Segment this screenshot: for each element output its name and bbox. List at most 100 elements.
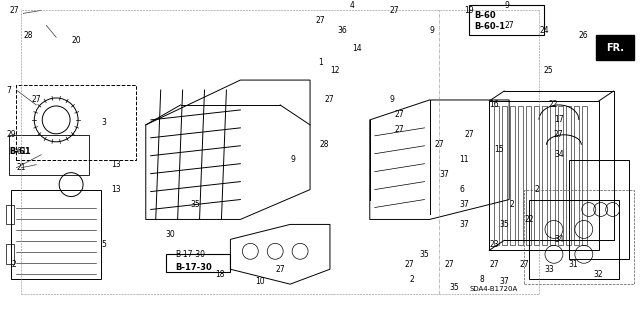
Text: 29: 29: [6, 130, 16, 139]
Text: 25: 25: [544, 66, 554, 75]
Text: 32: 32: [594, 270, 604, 279]
Text: 13: 13: [111, 185, 120, 194]
Text: 20: 20: [71, 36, 81, 45]
Bar: [10, 135, 89, 174]
Bar: [534, 106, 539, 245]
Text: 14: 14: [352, 44, 362, 53]
Text: B-61: B-61: [10, 147, 27, 156]
Text: B-17-30: B-17-30: [175, 250, 205, 259]
Text: 15: 15: [494, 145, 504, 154]
Text: 28: 28: [23, 31, 33, 40]
Text: 27: 27: [275, 265, 285, 274]
Text: 27: 27: [315, 16, 324, 25]
Text: 9: 9: [429, 26, 435, 35]
Text: 34: 34: [554, 235, 564, 244]
Bar: [494, 106, 499, 245]
Text: 12: 12: [330, 66, 339, 75]
Bar: [529, 199, 619, 279]
Bar: [12, 189, 101, 279]
Text: SDA4-B1720A: SDA4-B1720A: [469, 286, 518, 292]
Text: 22: 22: [549, 100, 559, 109]
Text: 37: 37: [460, 220, 469, 229]
Text: 2: 2: [534, 185, 539, 194]
Text: 18: 18: [216, 270, 225, 279]
Bar: [489, 101, 599, 250]
Text: 27: 27: [489, 260, 499, 269]
Text: 31: 31: [569, 260, 579, 269]
Text: 37: 37: [499, 277, 509, 286]
Bar: [569, 160, 628, 259]
Text: B-60: B-60: [474, 11, 496, 20]
Bar: [17, 85, 136, 160]
Bar: [6, 204, 14, 225]
Text: 34: 34: [554, 150, 564, 159]
Bar: [524, 189, 634, 284]
Text: B-60-1: B-60-1: [474, 22, 506, 31]
Text: 2: 2: [410, 275, 414, 284]
Text: 30: 30: [166, 230, 175, 239]
Text: 10: 10: [255, 277, 265, 286]
Text: 27: 27: [435, 140, 444, 149]
Bar: [469, 5, 544, 35]
Text: 27: 27: [554, 130, 564, 139]
Text: 37: 37: [460, 200, 469, 209]
Text: 11: 11: [460, 155, 469, 164]
Text: 17: 17: [554, 115, 564, 124]
Text: 27: 27: [444, 260, 454, 269]
Text: 1: 1: [318, 58, 323, 67]
Text: 22: 22: [525, 215, 534, 224]
Text: FR.: FR.: [605, 43, 624, 53]
Bar: [596, 35, 634, 60]
Text: 26: 26: [579, 31, 588, 40]
Text: 33: 33: [544, 265, 554, 274]
Text: 2: 2: [12, 260, 16, 269]
Text: 27: 27: [390, 6, 399, 15]
Text: 21: 21: [17, 163, 26, 172]
Bar: [582, 106, 587, 245]
Text: 27: 27: [31, 95, 41, 105]
Text: 37: 37: [440, 170, 449, 179]
Text: 9: 9: [390, 95, 395, 105]
Bar: [542, 106, 547, 245]
Text: 28: 28: [320, 140, 330, 149]
Bar: [166, 254, 230, 272]
Text: B-17-30: B-17-30: [175, 263, 212, 272]
Bar: [558, 106, 563, 245]
Text: 36: 36: [337, 26, 347, 35]
Text: 27: 27: [10, 6, 19, 15]
Text: 35: 35: [191, 200, 200, 209]
Text: 19: 19: [465, 6, 474, 15]
Bar: [6, 244, 14, 264]
Bar: [510, 106, 515, 245]
Bar: [566, 106, 571, 245]
Text: 23: 23: [489, 240, 499, 249]
Text: 8: 8: [479, 275, 484, 284]
Bar: [518, 106, 523, 245]
Text: 27: 27: [504, 21, 514, 30]
Bar: [526, 106, 531, 245]
Bar: [502, 106, 507, 245]
Text: 9: 9: [290, 155, 295, 164]
Text: 27: 27: [395, 125, 404, 134]
Text: 27: 27: [325, 95, 335, 105]
Text: 4: 4: [350, 1, 355, 10]
Text: 7: 7: [6, 85, 12, 94]
Text: 5: 5: [101, 240, 106, 249]
Text: B-61: B-61: [10, 147, 31, 156]
Text: 27: 27: [519, 260, 529, 269]
Text: 27: 27: [465, 130, 474, 139]
Text: 27: 27: [404, 260, 414, 269]
Bar: [574, 106, 579, 245]
Text: 2: 2: [509, 200, 514, 209]
Text: 16: 16: [489, 100, 499, 109]
Text: 35: 35: [449, 283, 459, 292]
Text: 24: 24: [539, 26, 548, 35]
Text: 27: 27: [395, 110, 404, 119]
Text: 3: 3: [101, 118, 106, 127]
Text: 6: 6: [460, 185, 464, 194]
Bar: [550, 106, 555, 245]
Text: 35: 35: [420, 250, 429, 259]
Text: 35: 35: [499, 220, 509, 229]
Text: 13: 13: [111, 160, 120, 169]
Text: 9: 9: [504, 1, 509, 10]
